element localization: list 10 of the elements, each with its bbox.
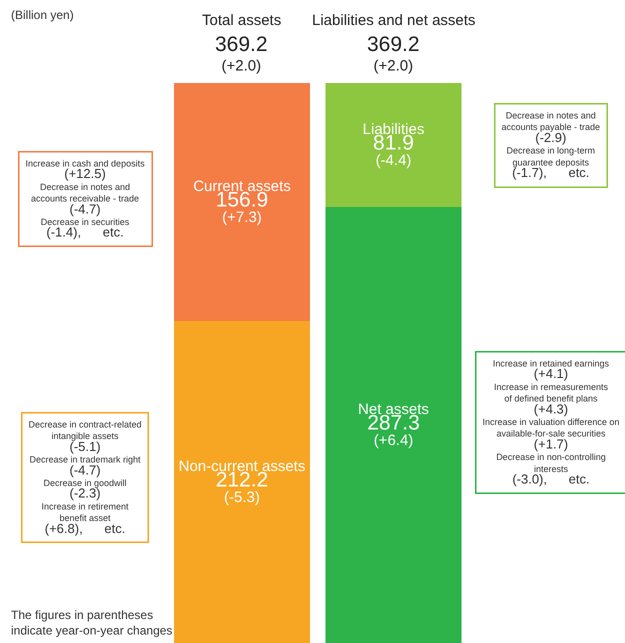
text: Decrease in contract-related intangible assets (-5.1) Decrease in trademark right (-4.7) Decrease in goodwill (-2.3) Increase in retirement benefit asset (+6.8), etc.	[28, 420, 142, 536]
total-label: 369.2 (+2.0)	[367, 33, 420, 74]
text: Increase in retained earnings (+4.1) Increase in remeasurements of defined benefit plans (+4.3) Increase in valuation difference on available-for-sale securities (+1.7) Decrease in non-controlling interests (-3.0), etc.	[482, 358, 620, 486]
text: Increase in cash and deposits (+12.5) Decrease in notes and accounts receivable - trade (-4.7) Decrease in securities (-1.4), etc.	[26, 158, 146, 240]
annotation: The figures in parentheses indicate year-on-year changes	[11, 608, 172, 638]
x-tick-label: Total assets	[202, 12, 282, 29]
total-label: 369.2 (+2.0)	[215, 33, 268, 74]
x-tick-label: Liabilities and net assets	[312, 12, 476, 29]
text: Decrease in notes and accounts payable - trade (-2.9) Decrease in long-term guarantee deposits (-1.7), etc.	[502, 110, 600, 180]
text: (Billion yen)	[11, 8, 74, 22]
